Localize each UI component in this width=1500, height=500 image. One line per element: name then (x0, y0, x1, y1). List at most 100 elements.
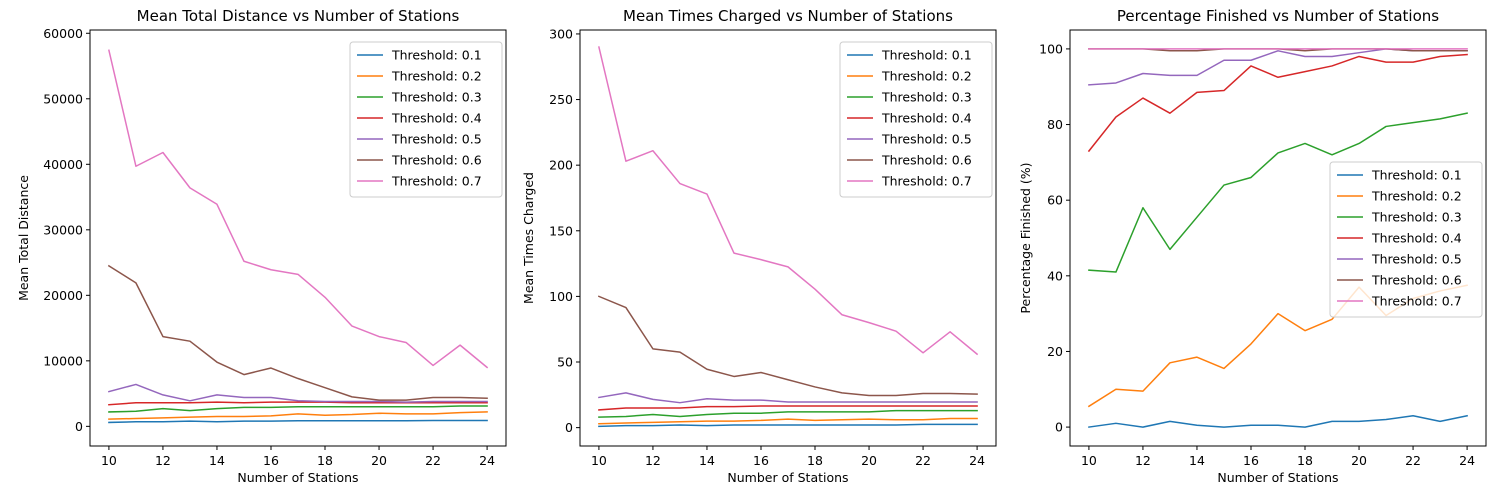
y-tick-label: 60 (1047, 193, 1063, 208)
y-axis-label: Mean Times Charged (521, 172, 536, 304)
y-tick-label: 100 (1039, 41, 1063, 56)
legend-label: Threshold: 0.3 (391, 90, 482, 105)
axes-frame (89, 29, 507, 447)
x-tick-label: 14 (209, 453, 225, 468)
legend-label: Threshold: 0.2 (391, 69, 482, 84)
series-line-threshold-0.3 (1088, 112, 1468, 273)
y-tick-label: 50 (557, 355, 573, 370)
legend-label: Threshold: 0.1 (1371, 168, 1462, 183)
x-tick-label: 12 (1135, 453, 1151, 468)
x-tick-label: 18 (807, 453, 823, 468)
x-tick-label: 10 (101, 453, 117, 468)
x-tick-label: 22 (915, 453, 931, 468)
x-tick-label: 24 (479, 453, 495, 468)
y-tick-label: 100 (549, 289, 573, 304)
y-tick-label: 250 (549, 92, 573, 107)
x-tick-label: 12 (155, 453, 171, 468)
series-line-threshold-0.3 (598, 409, 978, 418)
legend-label: Threshold: 0.2 (881, 69, 972, 84)
x-tick-label: 24 (969, 453, 985, 468)
series-lines (1087, 48, 1468, 428)
legend-label: Threshold: 0.6 (391, 153, 482, 168)
y-tick-label: 40 (1047, 268, 1063, 283)
series-line-threshold-0.5 (598, 392, 978, 404)
legend-box (349, 41, 503, 198)
x-axis-label: Number of Stations (1217, 470, 1338, 485)
legend-label: Threshold: 0.5 (1371, 252, 1462, 267)
x-tick-label: 18 (317, 453, 333, 468)
legend: Threshold: 0.1 Threshold: 0.2 Threshold: 0… (349, 41, 503, 198)
legend-label: Threshold: 0.7 (1371, 294, 1462, 309)
legend-label: Threshold: 0.5 (881, 132, 972, 147)
legend-label: Threshold: 0.6 (881, 153, 972, 168)
series-line-threshold-0.4 (1087, 53, 1468, 153)
x-tick-label: 10 (591, 453, 607, 468)
legend-label: Threshold: 0.1 (391, 48, 482, 63)
chart-title: Percentage Finished vs Number of Station… (1117, 7, 1439, 25)
y-tick-label: 50000 (43, 91, 83, 106)
x-tick-label: 16 (753, 453, 769, 468)
y-tick-label: 80 (1047, 117, 1063, 132)
y-tick-label: 150 (549, 223, 573, 238)
x-tick-label: 20 (1351, 453, 1367, 468)
legend-label: Threshold: 0.3 (1371, 210, 1462, 225)
series-line-threshold-0.1 (108, 419, 488, 424)
y-tick-label: 0 (75, 419, 83, 434)
y-tick-label: 30000 (43, 222, 83, 237)
series-line-threshold-0.6 (597, 295, 978, 397)
x-tick-label: 16 (263, 453, 279, 468)
y-axis-label: Mean Total Distance (16, 175, 31, 301)
legend-label: Threshold: 0.4 (391, 111, 482, 126)
legend-label: Threshold: 0.3 (881, 90, 972, 105)
x-tick-label: 18 (1297, 453, 1313, 468)
legend-label: Threshold: 0.2 (1371, 189, 1462, 204)
legend: Threshold: 0.1 Threshold: 0.2 Threshold: 0… (839, 41, 993, 198)
x-tick-label: 20 (371, 453, 387, 468)
series-lines (597, 46, 979, 428)
series-lines (107, 49, 489, 424)
chart-panel-3: Percentage Finished vs Number of Station… (1018, 7, 1487, 485)
x-tick-label: 10 (1081, 453, 1097, 468)
x-tick-label: 14 (1189, 453, 1205, 468)
series-line-threshold-0.4 (108, 401, 488, 406)
x-axis-label: Number of Stations (727, 470, 848, 485)
series-line-threshold-0.3 (108, 405, 488, 413)
series-line-threshold-0.5 (107, 383, 488, 403)
x-tick-label: 14 (699, 453, 715, 468)
x-tick-label: 24 (1459, 453, 1475, 468)
y-axis-label: Percentage Finished (%) (1018, 162, 1033, 313)
chart-panel-2: Mean Times Charged vs Number of Stations… (521, 7, 997, 485)
legend-label: Threshold: 0.4 (881, 111, 972, 126)
y-tick-label: 10000 (43, 353, 83, 368)
legend-box (839, 41, 993, 198)
series-line-threshold-0.4 (598, 405, 978, 411)
series-line-threshold-0.1 (1088, 414, 1468, 428)
x-tick-label: 20 (861, 453, 877, 468)
legend-label: Threshold: 0.5 (391, 132, 482, 147)
y-tick-label: 0 (565, 420, 573, 435)
legend-label: Threshold: 0.7 (391, 174, 482, 189)
legend: Threshold: 0.1 Threshold: 0.2 Threshold: 0… (1329, 161, 1483, 318)
y-tick-label: 40000 (43, 157, 83, 172)
y-tick-label: 20 (1047, 344, 1063, 359)
y-tick-label: 300 (549, 26, 573, 41)
series-line-threshold-0.5 (1088, 48, 1468, 86)
series-line-threshold-0.2 (108, 411, 488, 420)
series-line-threshold-0.7 (598, 46, 979, 356)
series-line-threshold-0.6 (107, 264, 488, 401)
x-tick-label: 22 (1405, 453, 1421, 468)
x-tick-label: 16 (1243, 453, 1259, 468)
chart-panel-1: Mean Total Distance vs Number of Station… (16, 7, 507, 485)
x-tick-label: 12 (645, 453, 661, 468)
y-tick-label: 0 (1055, 420, 1063, 435)
legend-box (1329, 161, 1483, 318)
x-axis-label: Number of Stations (237, 470, 358, 485)
legend-label: Threshold: 0.7 (881, 174, 972, 189)
chart-title: Mean Times Charged vs Number of Stations (623, 7, 953, 25)
series-line-threshold-0.1 (598, 423, 978, 428)
legend-label: Threshold: 0.1 (881, 48, 972, 63)
y-tick-label: 60000 (43, 26, 83, 41)
axes-frame (1069, 29, 1487, 447)
y-tick-label: 200 (549, 158, 573, 173)
